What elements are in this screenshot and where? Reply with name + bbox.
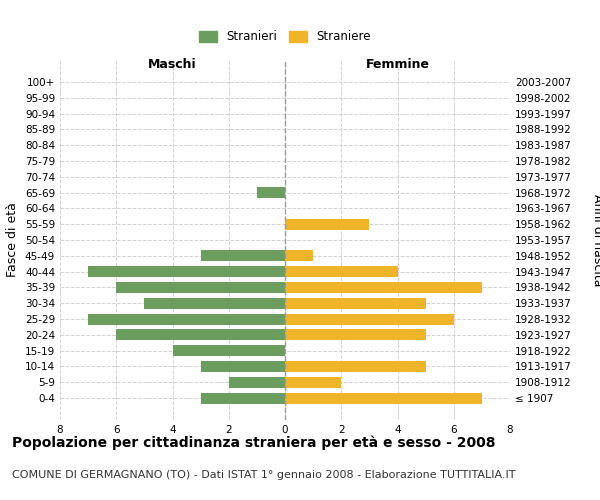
Text: Femmine: Femmine (365, 58, 430, 71)
Bar (200, 250, 285, 262)
Bar (285, 361, 425, 372)
Text: Maschi: Maschi (148, 58, 197, 71)
Bar (285, 250, 313, 262)
Bar (285, 392, 482, 404)
Bar (88, 314, 285, 324)
Bar (116, 282, 285, 293)
Bar (285, 377, 341, 388)
Text: COMUNE DI GERMAGNANO (TO) - Dati ISTAT 1° gennaio 2008 - Elaborazione TUTTITALIA: COMUNE DI GERMAGNANO (TO) - Dati ISTAT 1… (12, 470, 515, 480)
Bar (285, 298, 425, 309)
Text: Popolazione per cittadinanza straniera per età e sesso - 2008: Popolazione per cittadinanza straniera p… (12, 435, 496, 450)
Legend: Stranieri, Straniere: Stranieri, Straniere (196, 27, 374, 47)
Bar (116, 330, 285, 340)
Bar (257, 187, 285, 198)
Bar (229, 377, 285, 388)
Bar (145, 298, 285, 309)
Y-axis label: Fasce di età: Fasce di età (7, 202, 19, 278)
Bar (285, 266, 398, 277)
Bar (173, 345, 285, 356)
Bar (285, 330, 425, 340)
Bar (88, 266, 285, 277)
Bar (200, 361, 285, 372)
Bar (285, 282, 482, 293)
Bar (200, 392, 285, 404)
Bar (285, 314, 454, 324)
Y-axis label: Anni di nascita: Anni di nascita (591, 194, 600, 286)
Bar (285, 218, 370, 230)
